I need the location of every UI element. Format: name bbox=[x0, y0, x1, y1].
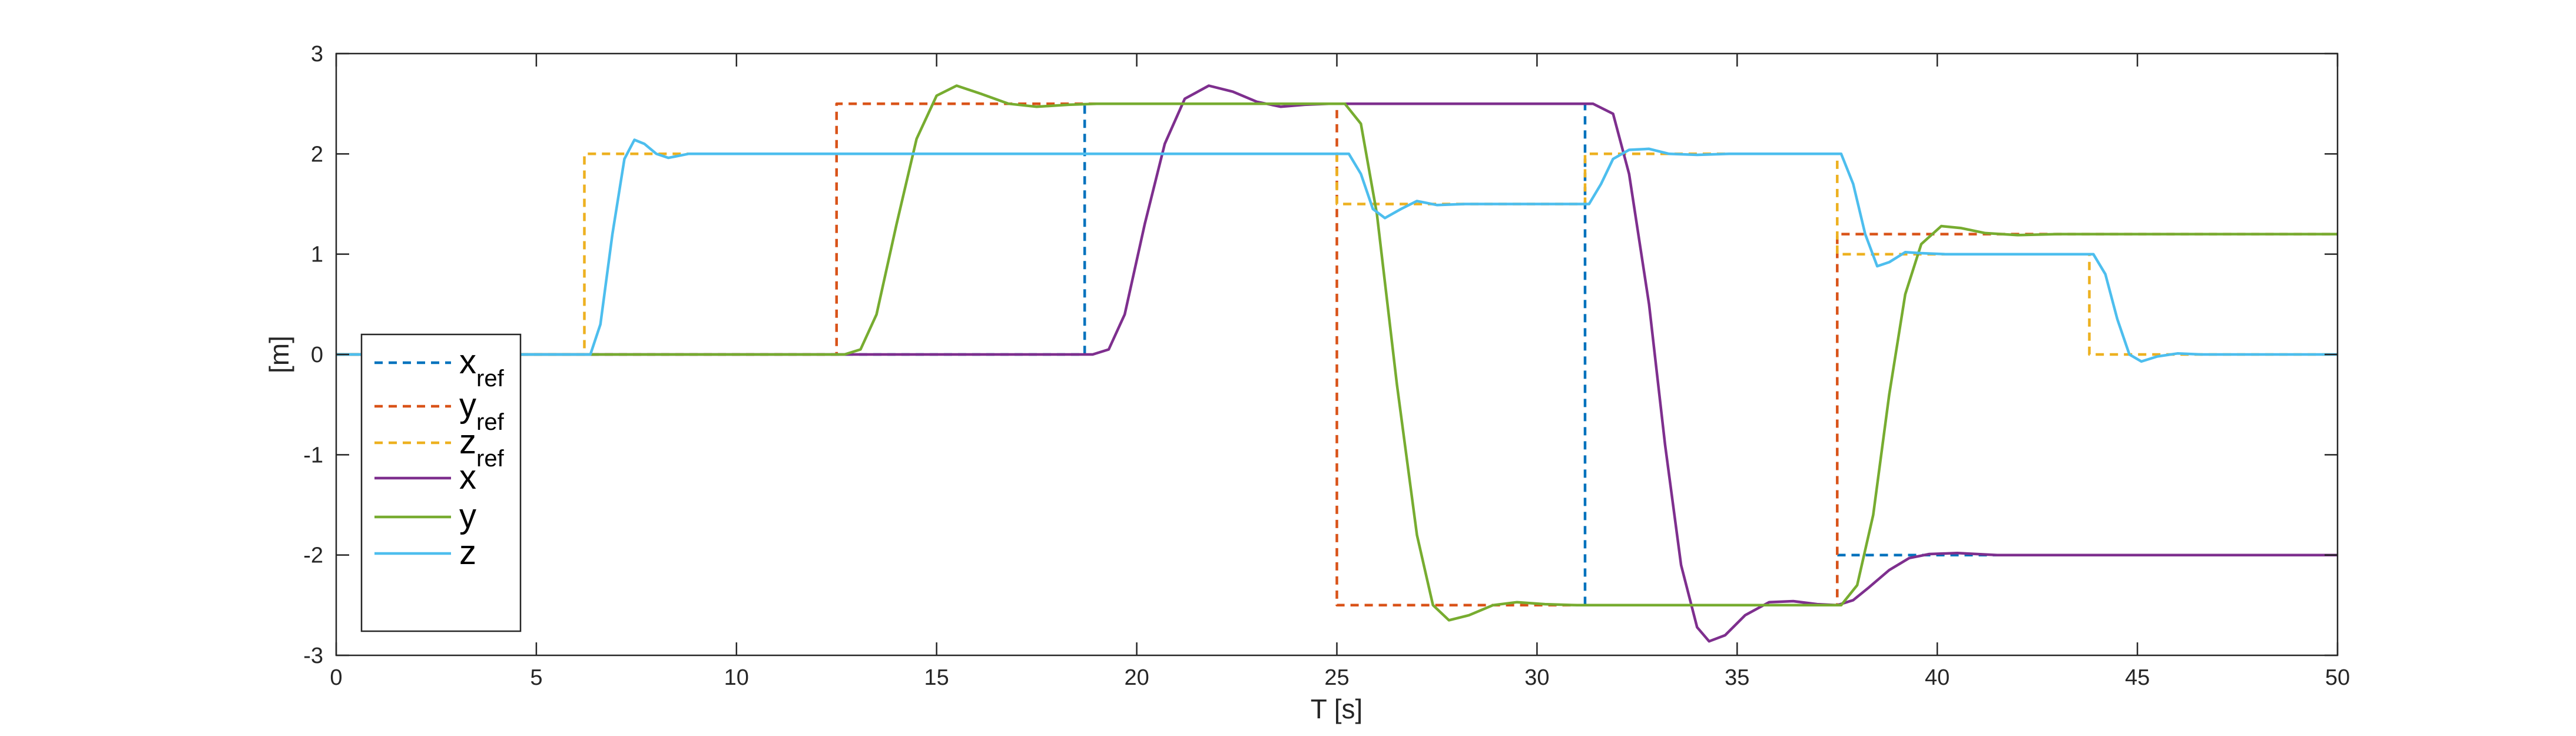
y-axis-title: [m] bbox=[264, 336, 294, 373]
x-axis-title: T [s] bbox=[1311, 694, 1363, 724]
series-layer bbox=[336, 84, 2338, 643]
series-line-z-ref bbox=[336, 152, 2338, 356]
ticks-layer: 0 5 10 15 20 25 30 35 40 45 50 -3 -2 -1 0 1 2 3 bbox=[303, 42, 2350, 690]
series-line-y-ref bbox=[336, 102, 2338, 607]
y-tick-label: 3 bbox=[311, 42, 323, 67]
y-tick-label: -3 bbox=[303, 644, 323, 668]
series-line-x bbox=[336, 84, 2338, 643]
series-line-z bbox=[336, 138, 2338, 363]
x-tick-label: 5 bbox=[530, 665, 542, 690]
y-tick-label: 1 bbox=[311, 243, 323, 267]
x-tick-label: 10 bbox=[724, 665, 749, 690]
legend-label-subscript: ref bbox=[476, 366, 505, 392]
x-tick-label: 40 bbox=[1925, 665, 1950, 690]
x-tick-label: 20 bbox=[1124, 665, 1149, 690]
legend-label-y: y bbox=[459, 497, 476, 535]
x-tick-label: 15 bbox=[924, 665, 949, 690]
x-tick-label: 30 bbox=[1524, 665, 1549, 690]
x-tick-label: 25 bbox=[1324, 665, 1349, 690]
legend-label-subscript: ref bbox=[476, 446, 505, 472]
series-line-y bbox=[336, 84, 2338, 622]
x-tick-label: 50 bbox=[2325, 665, 2350, 690]
y-tick-label: -1 bbox=[303, 443, 323, 468]
y-tick-label: 0 bbox=[311, 343, 323, 367]
x-tick-label: 35 bbox=[1725, 665, 1749, 690]
x-tick-label: 45 bbox=[2125, 665, 2150, 690]
legend-label-z: z bbox=[459, 533, 476, 572]
legend-label-x: x bbox=[459, 458, 476, 496]
legend-label-subscript: ref bbox=[476, 409, 505, 435]
y-tick-label: -2 bbox=[303, 543, 323, 568]
legend-box bbox=[360, 333, 522, 632]
x-tick-label: 0 bbox=[330, 665, 342, 690]
y-tick-label: 2 bbox=[311, 142, 323, 167]
